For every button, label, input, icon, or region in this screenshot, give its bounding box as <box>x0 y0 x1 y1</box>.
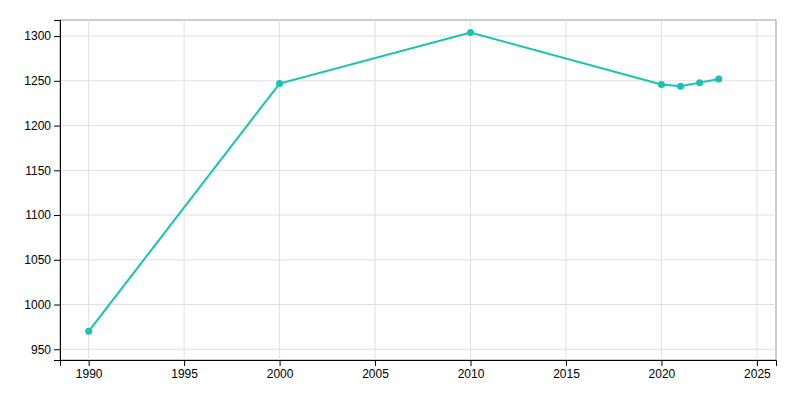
tick-label: 2020 <box>649 367 676 381</box>
tick-mark <box>54 36 60 37</box>
axis-line <box>54 21 61 361</box>
point <box>696 79 703 86</box>
x-axis: 1990 1995 2000 2005 2010 2015 2020 2025 <box>61 360 777 381</box>
tick-label: 1990 <box>76 367 103 381</box>
tick: 1300 <box>24 29 60 43</box>
tick-label: 1050 <box>24 253 51 267</box>
grid-line-y <box>60 259 776 260</box>
tick: 950 <box>31 343 60 357</box>
tick-label: 2010 <box>458 367 485 381</box>
tick-label: 1300 <box>24 29 51 43</box>
point <box>715 76 722 83</box>
tick: 1250 <box>24 74 60 88</box>
tick: 1200 <box>24 119 60 133</box>
tick: 1995 <box>171 360 198 381</box>
grid-line-y <box>60 80 776 81</box>
series <box>85 29 722 335</box>
tick-label: 950 <box>31 343 51 357</box>
grid-line-y <box>60 170 776 171</box>
tick-label: 1250 <box>24 74 51 88</box>
tick-mark <box>54 81 60 82</box>
axis-line <box>61 361 777 367</box>
tick-mark <box>184 360 185 366</box>
tick-mark <box>375 360 376 366</box>
tick-mark <box>280 360 281 366</box>
tick-label: 1150 <box>25 164 51 178</box>
tick-mark <box>54 349 60 350</box>
grid-line-x <box>375 20 376 360</box>
tick-label: 2015 <box>553 367 580 381</box>
tick: 1050 <box>24 253 60 267</box>
tick-mark <box>471 360 472 366</box>
tick-mark <box>54 260 60 261</box>
tick: 2010 <box>458 360 485 381</box>
tick: 1990 <box>76 360 103 381</box>
grid-line-x <box>88 20 89 360</box>
grid-line-x <box>184 20 185 360</box>
tick: 2015 <box>553 360 580 381</box>
tick: 1100 <box>25 208 60 222</box>
grid-line-y <box>60 215 776 216</box>
tick: 2025 <box>744 360 771 381</box>
tick: 1150 <box>25 164 60 178</box>
grid-line-x <box>470 20 471 360</box>
tick-mark <box>566 360 567 366</box>
y-axis: 950 1000 1050 1100 1150 1200 1250 1300 <box>24 21 60 361</box>
plot: 1990 1995 2000 2005 2010 2015 2020 2025 950 1000 1… <box>24 20 776 381</box>
tick-mark <box>89 360 90 366</box>
tick: 2000 <box>267 360 294 381</box>
point <box>658 81 665 88</box>
tick-label: 2005 <box>362 367 389 381</box>
point <box>467 29 474 36</box>
tick-label: 1200 <box>24 119 51 133</box>
grid-line-x <box>279 20 280 360</box>
chart: 1990 1995 2000 2005 2010 2015 2020 2025 950 1000 1… <box>0 0 800 400</box>
tick-label: 1995 <box>171 367 198 381</box>
tick-mark <box>757 360 758 366</box>
tick-label: 1000 <box>24 298 51 312</box>
tick-mark <box>54 170 60 171</box>
tick-label: 1100 <box>25 208 51 222</box>
tick-mark <box>661 360 662 366</box>
point <box>85 328 92 335</box>
tick: 1000 <box>24 298 60 312</box>
tick-label: 2000 <box>267 367 294 381</box>
tick-mark <box>54 305 60 306</box>
grid <box>60 20 776 360</box>
tick-mark <box>54 215 60 216</box>
tick: 2020 <box>649 360 676 381</box>
grid-line-y <box>60 125 776 126</box>
grid-line-x <box>565 20 566 360</box>
grid-line-y <box>60 304 776 305</box>
point <box>276 80 283 87</box>
grid-line-y <box>60 36 776 37</box>
tick: 2005 <box>362 360 389 381</box>
grid-line-x <box>756 20 757 360</box>
tick-label: 2025 <box>744 367 771 381</box>
grid-line-y <box>60 349 776 350</box>
plot-frame <box>60 20 776 360</box>
tick-mark <box>54 126 60 127</box>
line <box>89 33 719 332</box>
grid-line-x <box>661 20 662 360</box>
point <box>677 83 684 90</box>
